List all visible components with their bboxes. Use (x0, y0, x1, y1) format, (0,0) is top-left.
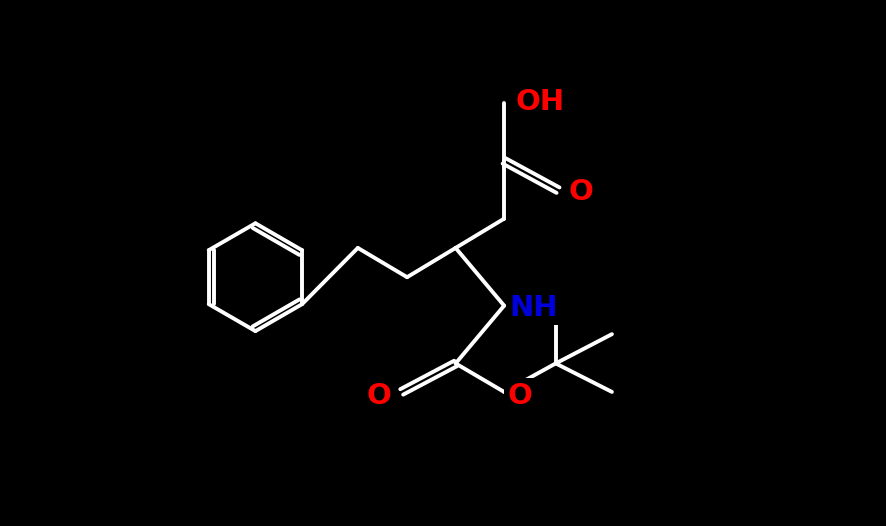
Text: O: O (367, 382, 392, 410)
Text: O: O (569, 178, 594, 207)
Text: NH: NH (509, 294, 558, 322)
Text: O: O (507, 382, 532, 410)
Text: OH: OH (516, 88, 564, 116)
